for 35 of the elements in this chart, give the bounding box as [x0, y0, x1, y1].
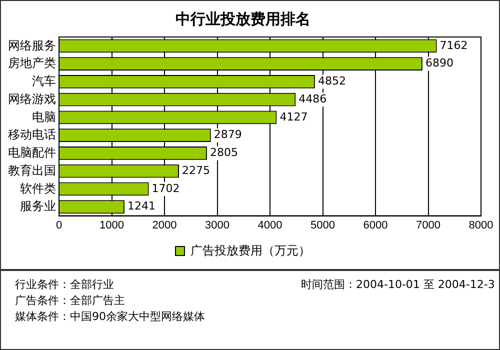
legend-label: 广告投放费用（万元）	[190, 243, 310, 258]
x-tick-label: 0	[56, 219, 62, 232]
x-tick-label: 5000	[310, 219, 335, 232]
data-label: 4127	[280, 110, 308, 124]
x-tick-label: 7000	[416, 219, 440, 232]
data-label: 7162	[440, 38, 468, 52]
y-tick-label: 房地产类	[8, 56, 56, 70]
data-label: 1241	[127, 200, 156, 213]
data-label: 2805	[210, 146, 238, 160]
x-tick-label: 8000	[468, 219, 494, 232]
y-tick-label: 电脑	[32, 110, 56, 124]
y-tick-label: 网络服务	[8, 38, 56, 52]
data-label: 2879	[214, 128, 242, 142]
text: 媒体条件：中国90余家大中型网络媒体	[15, 309, 205, 324]
text: 行业条件：全部行业	[15, 277, 114, 292]
text: 广告条件：全部广告主	[15, 293, 125, 308]
chart-title: 中行业投放费用排名	[176, 11, 310, 28]
x-tick-label: 1000	[100, 219, 124, 232]
y-tick-label: 汽车	[32, 74, 56, 88]
x-tick-label: 6000	[363, 219, 388, 232]
y-tick-label: 电脑配件	[8, 146, 56, 160]
y-tick-label: 软件类	[20, 181, 56, 196]
y-tick-label: 移动电话	[8, 128, 56, 142]
data-label: 4852	[318, 74, 346, 88]
data-label: 6890	[425, 56, 454, 70]
y-tick-label: 教育出国	[8, 163, 56, 178]
x-tick-label: 4000	[258, 219, 282, 232]
data-label: 1702	[152, 182, 180, 195]
x-tick-label: 2000	[152, 219, 177, 232]
data-label: 2275	[182, 164, 210, 177]
y-tick-label: 网络游戏	[8, 92, 56, 106]
y-tick-label: 服务业	[20, 199, 56, 214]
text: 时间范围：2004-10-01 至 2004-12-3	[301, 277, 495, 292]
x-tick-label: 3000	[205, 219, 230, 232]
data-label: 4486	[298, 92, 327, 106]
